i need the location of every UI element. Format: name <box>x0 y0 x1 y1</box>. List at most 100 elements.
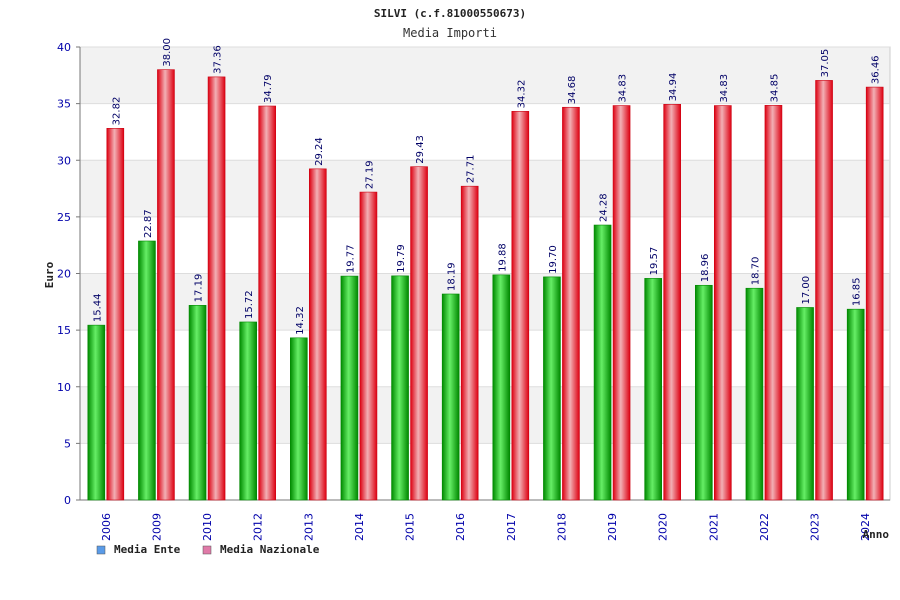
bar-value-label: 15.72 <box>244 290 255 319</box>
x-tick-label: 2024 <box>859 513 872 541</box>
bar-value-label: 27.19 <box>364 160 375 189</box>
bar-value-label: 24.28 <box>599 193 610 222</box>
bar-value-label: 34.94 <box>668 73 679 102</box>
bar-value-label: 27.71 <box>466 155 477 184</box>
legend-swatch-ente <box>96 545 106 555</box>
x-tick-label: 2010 <box>201 513 214 541</box>
bar-ente <box>391 275 409 501</box>
y-tick-label: 10 <box>57 381 71 394</box>
y-tick-label: 5 <box>64 437 71 450</box>
chart-title: SILVI (c.f.81000550673) <box>374 7 526 20</box>
bar-value-label: 18.70 <box>750 257 761 286</box>
x-tick-label: 2022 <box>758 513 771 541</box>
y-tick-label: 20 <box>57 268 71 281</box>
bar-nazionale <box>207 76 226 501</box>
bar-value-label: 37.05 <box>820 49 831 78</box>
x-axis-label: Anno <box>863 528 890 541</box>
legend-label-ente: Media Ente <box>114 543 181 556</box>
bar-value-label: 38.00 <box>162 38 173 67</box>
bar-nazionale <box>562 106 580 501</box>
bar-nazionale <box>714 105 732 501</box>
bar-value-label: 34.83 <box>618 74 629 103</box>
x-tick-label: 2021 <box>707 513 720 541</box>
x-axis-ticks: 2006 2009 2010 2012 2013 2014 2015 2016 2017 2018… <box>100 513 872 541</box>
bar-ente <box>695 284 713 501</box>
bar-value-label: 19.88 <box>497 243 508 272</box>
x-tick-label: 2012 <box>252 513 265 541</box>
y-axis-label: Euro <box>43 261 56 288</box>
legend: Media Ente Media Nazionale <box>96 543 320 556</box>
bar-nazionale <box>815 80 833 501</box>
bar-value-label: 29.43 <box>415 135 426 164</box>
bar-ente <box>188 305 207 501</box>
bar-value-label: 16.85 <box>852 278 863 307</box>
bar-value-label: 32.82 <box>111 97 122 126</box>
legend-label-nazionale: Media Nazionale <box>220 543 320 556</box>
bar-nazionale <box>663 104 681 501</box>
y-tick-label: 25 <box>57 211 71 224</box>
bar-value-label: 34.68 <box>567 76 578 105</box>
bar-value-label: 19.79 <box>396 244 407 273</box>
bar-value-label: 14.32 <box>295 306 306 335</box>
y-tick-label: 35 <box>57 98 71 111</box>
chart-subtitle: Media Importi <box>403 26 497 40</box>
bar-value-label: 37.36 <box>213 45 224 74</box>
bar-nazionale <box>764 105 783 501</box>
bar-value-label: 18.19 <box>447 262 458 291</box>
bar-value-labels: 15.44 32.82 22.87 38.00 17.19 37.36 15.72 34.79… <box>92 38 881 335</box>
bar-ente <box>239 321 257 501</box>
bar-nazionale <box>157 69 175 501</box>
x-tick-label: 2020 <box>657 513 670 541</box>
bars <box>87 69 884 501</box>
bar-ente <box>138 240 156 501</box>
x-tick-label: 2013 <box>302 513 315 541</box>
x-tick-label: 2009 <box>150 513 163 541</box>
bar-value-label: 22.87 <box>143 209 154 238</box>
bar-value-label: 34.83 <box>719 74 730 103</box>
x-tick-label: 2006 <box>100 513 113 541</box>
bar-value-label: 17.00 <box>801 276 812 305</box>
y-tick-label: 15 <box>57 324 71 337</box>
x-tick-label: 2023 <box>809 513 822 541</box>
bar-nazionale <box>410 166 428 501</box>
bar-nazionale <box>359 191 378 501</box>
bar-ente <box>846 308 865 501</box>
x-tick-label: 2016 <box>454 513 467 541</box>
bar-nazionale <box>612 105 631 501</box>
bar-nazionale <box>460 185 479 501</box>
y-tick-label: 30 <box>57 154 71 167</box>
bar-value-label: 19.57 <box>649 247 660 276</box>
y-tick-label: 40 <box>57 41 71 54</box>
bar-value-label: 19.77 <box>345 244 356 273</box>
bar-ente <box>745 287 764 501</box>
bar-nazionale <box>511 111 530 501</box>
bar-value-label: 29.24 <box>314 137 325 166</box>
bar-value-label: 34.85 <box>769 74 780 103</box>
bar-ente <box>441 293 460 501</box>
bar-ente <box>87 324 106 501</box>
x-tick-label: 2015 <box>404 513 417 541</box>
bar-ente <box>543 276 561 501</box>
bar-nazionale <box>106 128 125 501</box>
x-tick-label: 2019 <box>606 513 619 541</box>
bar-ente <box>796 307 814 501</box>
bar-nazionale <box>865 86 884 501</box>
bar-nazionale <box>258 105 276 501</box>
legend-swatch-nazionale <box>202 545 212 555</box>
y-tick-label: 0 <box>64 494 71 507</box>
bar-value-label: 36.46 <box>871 55 882 84</box>
bar-ente <box>290 337 308 501</box>
bar-nazionale <box>309 168 327 501</box>
bar-value-label: 15.44 <box>92 294 103 323</box>
x-tick-label: 2017 <box>505 513 518 541</box>
bar-ente <box>340 275 359 501</box>
bar-value-label: 18.96 <box>700 254 711 283</box>
bar-value-label: 19.70 <box>548 245 559 274</box>
bar-value-label: 17.19 <box>194 274 205 303</box>
bar-value-label: 34.32 <box>516 80 527 109</box>
bar-ente <box>593 224 612 501</box>
x-tick-label: 2014 <box>353 513 366 541</box>
bar-ente <box>644 278 662 501</box>
bar-ente <box>492 274 511 501</box>
